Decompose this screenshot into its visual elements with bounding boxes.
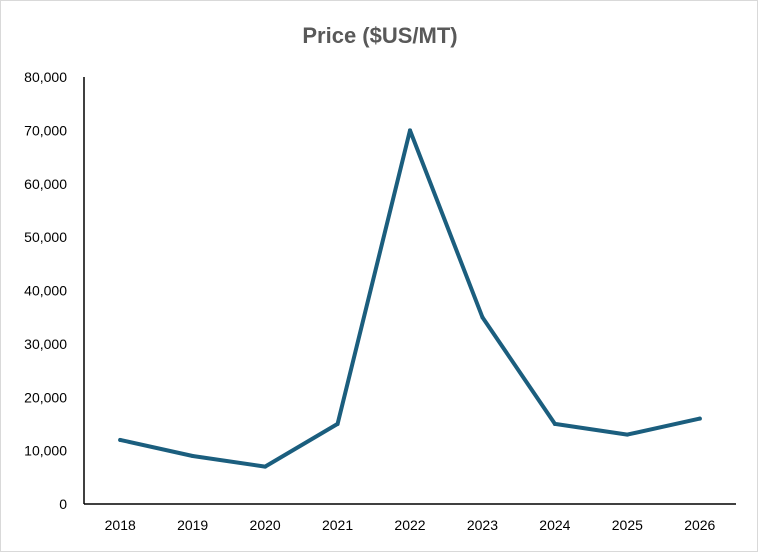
data-point xyxy=(480,315,485,320)
y-tick-label: 40,000 xyxy=(24,283,67,299)
x-tick-label: 2022 xyxy=(394,517,425,533)
y-tick-label: 10,000 xyxy=(24,443,67,459)
x-tick-label: 2025 xyxy=(612,517,643,533)
x-tick-label: 2026 xyxy=(684,517,715,533)
data-point xyxy=(190,453,195,458)
y-tick-label: 0 xyxy=(59,496,67,512)
y-tick-label: 60,000 xyxy=(24,176,67,192)
y-axis: 0 10,000 20,000 30,000 40,000 50,000 60,000 70,… xyxy=(24,69,85,512)
x-tick-label: 2023 xyxy=(467,517,498,533)
y-tick-label: 30,000 xyxy=(24,336,67,352)
data-point xyxy=(552,421,557,426)
x-tick-label: 2024 xyxy=(539,517,570,533)
y-tick-label: 80,000 xyxy=(24,69,67,85)
data-point xyxy=(118,437,123,442)
x-tick-label: 2021 xyxy=(322,517,353,533)
data-point xyxy=(263,464,268,469)
x-tick-label: 2018 xyxy=(105,517,136,533)
data-point xyxy=(697,416,702,421)
series-line xyxy=(118,128,702,469)
y-tick-label: 20,000 xyxy=(24,389,67,405)
chart-title: Price ($US/MT) xyxy=(302,23,457,48)
series-group xyxy=(118,128,702,469)
x-axis: 2018 2019 2020 2021 2022 2023 2024 2025 2026 xyxy=(84,503,736,533)
x-tick-label: 2019 xyxy=(177,517,208,533)
data-point xyxy=(408,128,412,133)
y-tick-label: 50,000 xyxy=(24,229,67,245)
data-point xyxy=(625,432,630,437)
y-tick-label: 70,000 xyxy=(24,122,67,138)
data-point xyxy=(335,421,340,426)
x-tick-label: 2020 xyxy=(250,517,281,533)
